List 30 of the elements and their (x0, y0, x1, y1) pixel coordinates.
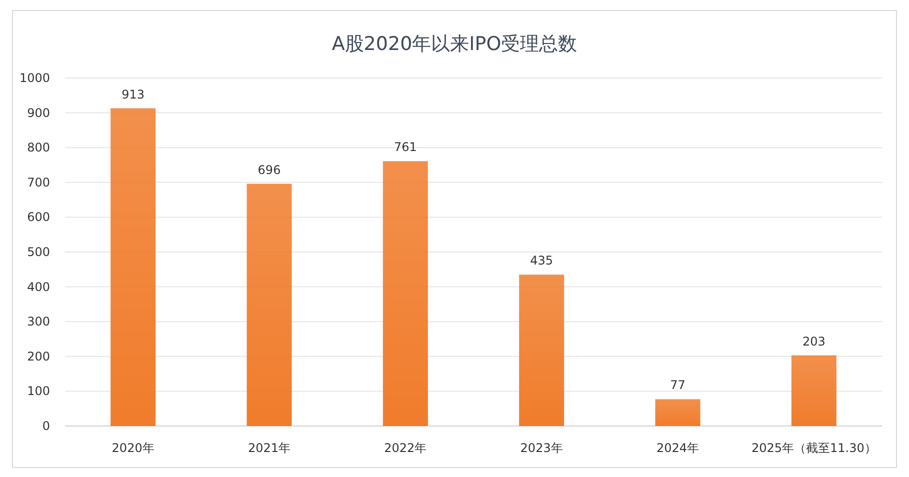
data-label: 913 (122, 87, 145, 102)
y-tick-label: 600 (27, 210, 50, 224)
y-tick-label: 100 (27, 384, 50, 398)
x-tick-label: 2023年 (520, 441, 563, 455)
data-label: 696 (258, 162, 281, 177)
bar (382, 161, 428, 426)
data-label: 203 (802, 334, 826, 348)
data-label: 761 (394, 140, 417, 154)
x-tick-label: 2025年（截至11.30） (751, 441, 876, 455)
x-tick-label: 2021年 (248, 441, 291, 455)
bar (246, 184, 292, 426)
x-tick-label: 2022年 (384, 441, 427, 455)
chart-title: A股2020年以来IPO受理总数 (332, 33, 578, 55)
y-tick-label: 400 (27, 280, 50, 294)
x-tick-label: 2024年 (656, 441, 700, 455)
bar (655, 399, 700, 426)
y-tick-label: 1000 (19, 71, 50, 85)
data-label: 435 (530, 254, 554, 268)
y-tick-label: 0 (42, 419, 50, 433)
y-tick-label: 700 (27, 175, 50, 190)
bar (519, 274, 564, 426)
bar (110, 108, 156, 426)
y-tick-label: 500 (27, 245, 50, 259)
y-tick-label: 800 (27, 140, 50, 155)
y-tick-label: 900 (27, 106, 50, 120)
data-label: 77 (670, 378, 686, 392)
y-tick-label: 300 (27, 314, 50, 329)
x-tick-label: 2020年 (112, 441, 154, 455)
bar (791, 355, 836, 426)
y-tick-label: 200 (27, 349, 50, 364)
